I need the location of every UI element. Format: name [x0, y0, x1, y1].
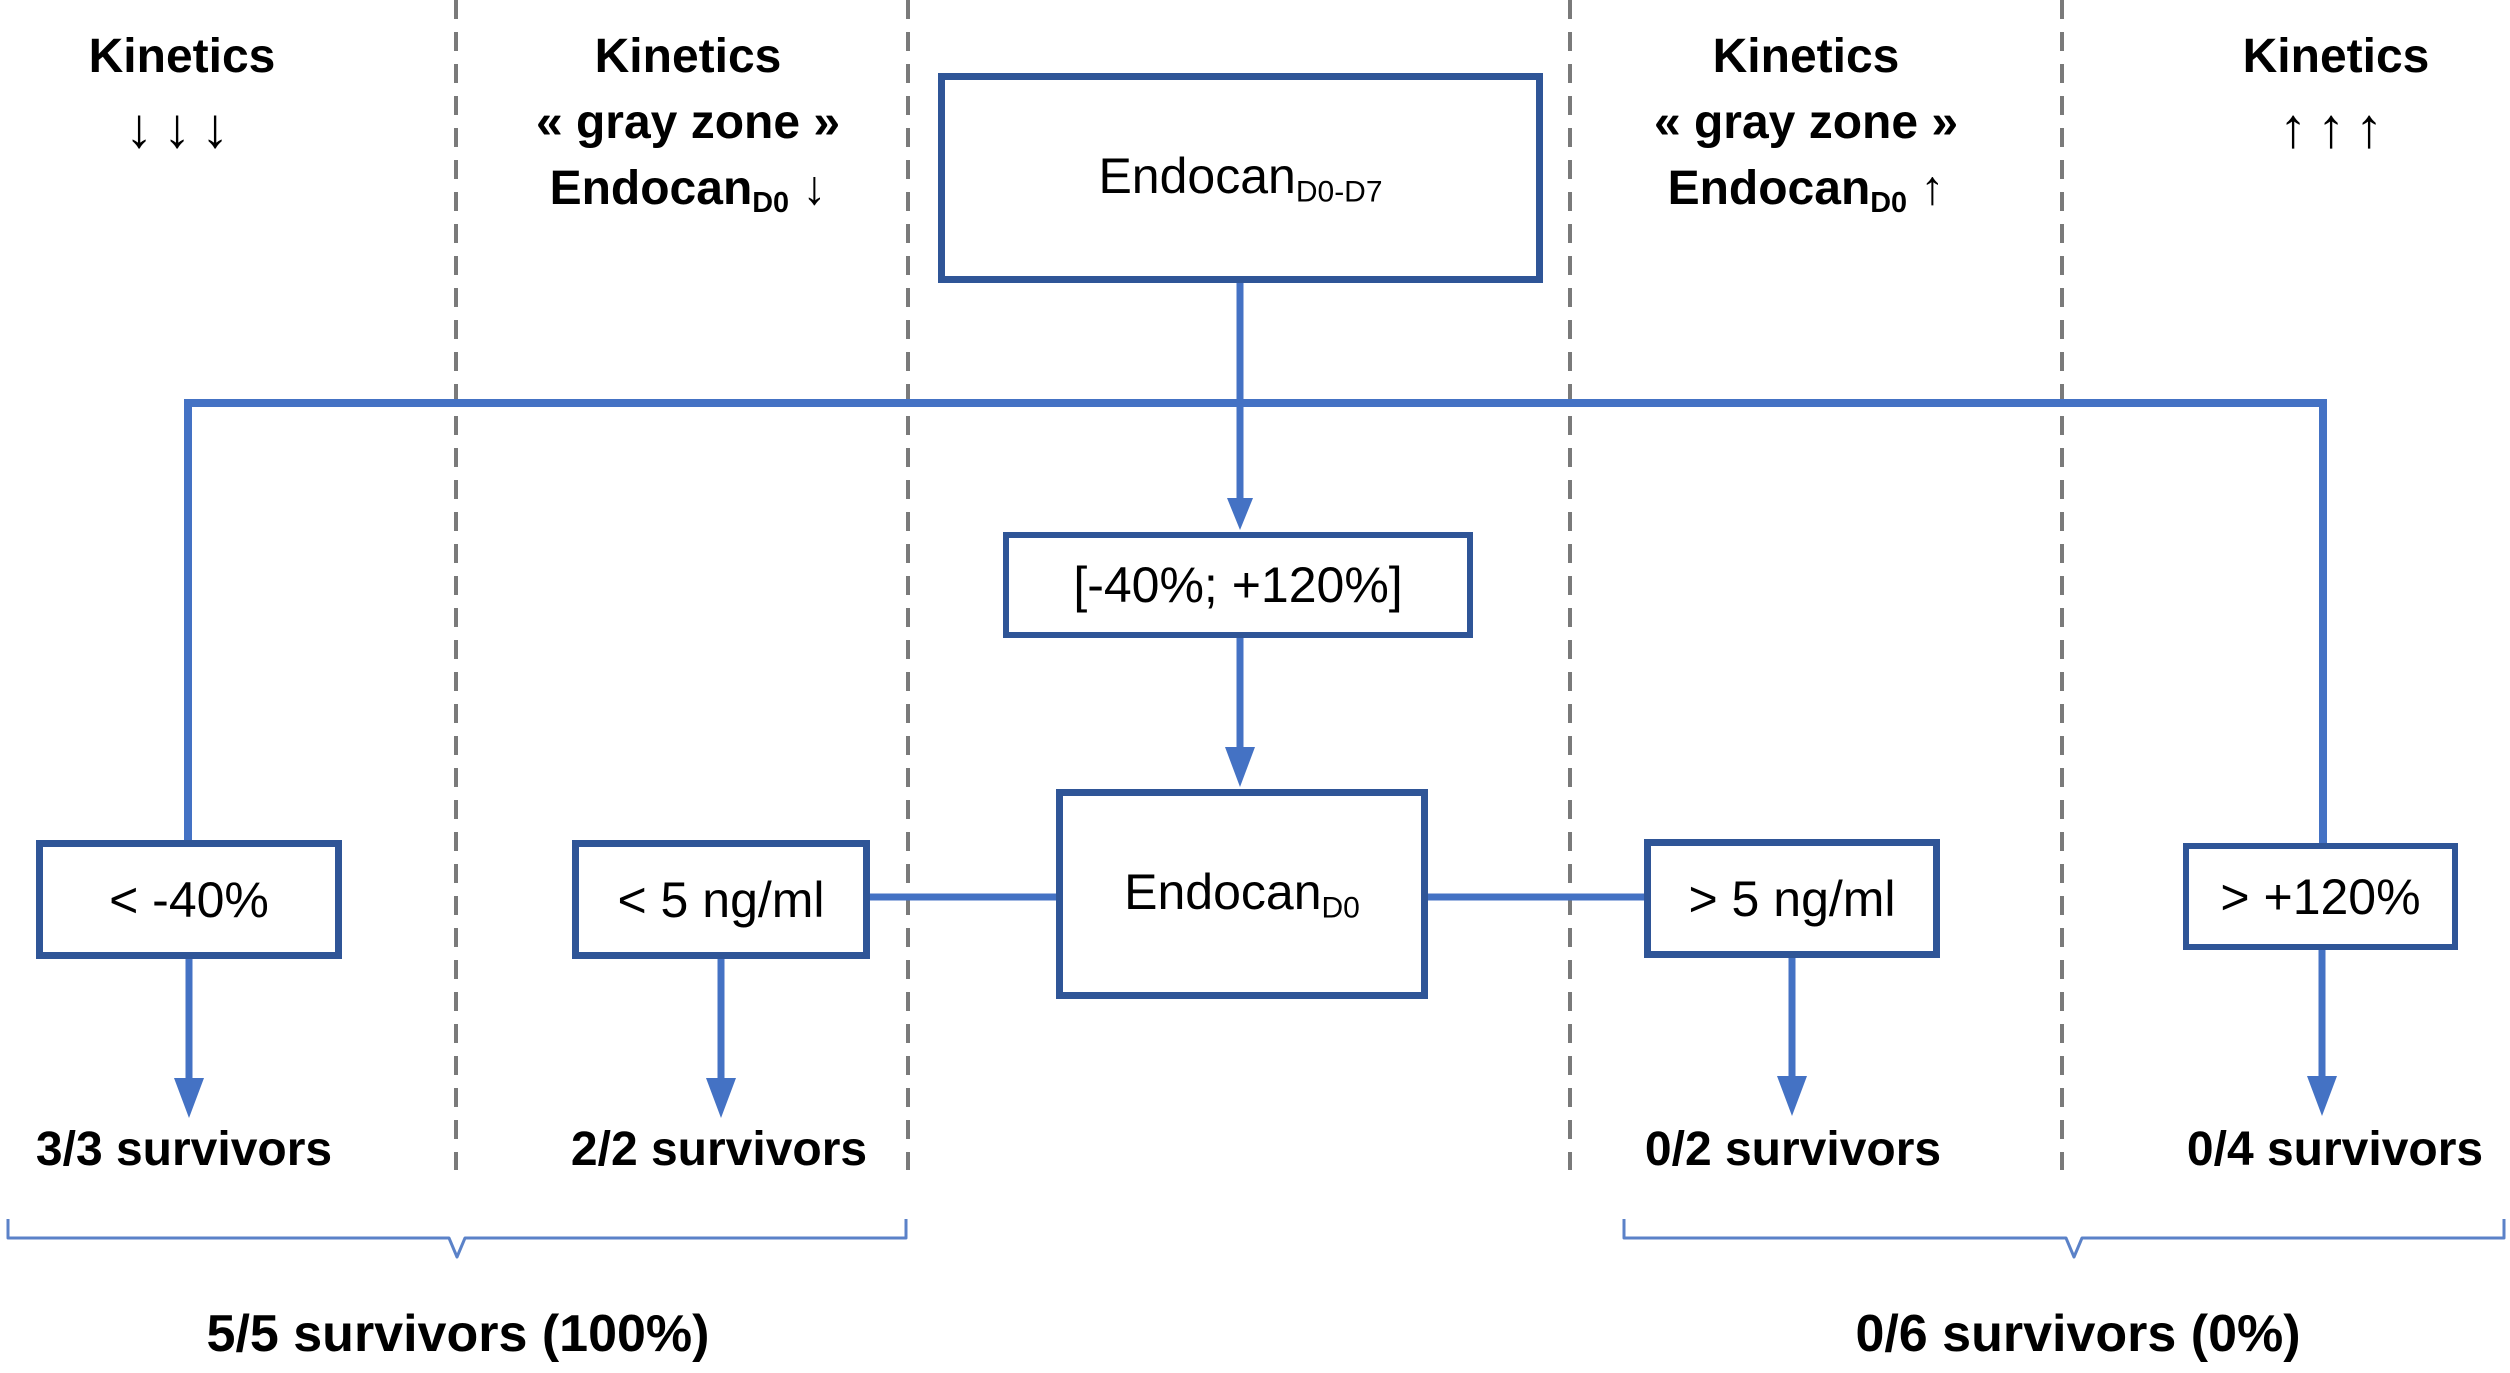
outcome-label-2: 2/2 survivors: [570, 1123, 868, 1176]
header-grayzone-high-baseline: Kinetics « gray zone » EndocanD0 ↑: [1566, 24, 2046, 236]
outcome-arrow-4-head: [2307, 1076, 2337, 1116]
header-2-line3: EndocanD0 ↓: [549, 162, 827, 220]
branch-box-4-label: > +120%: [2220, 868, 2421, 925]
left-group-brace: [6, 1219, 908, 1259]
right-group-brace: [1622, 1219, 2506, 1259]
root-box-label: EndocanD0-D7: [1098, 147, 1383, 209]
total-survivors-right: 0/6 survivors (0%): [1855, 1305, 2301, 1363]
header-kinetics-strong-increase: Kinetics ↑↑↑: [2096, 24, 2510, 158]
branch-box-baseline-below-5: < 5 ng/ml: [572, 840, 870, 959]
down-arrows-icon: ↓↓↓: [125, 96, 239, 159]
branch-box-2-label: < 5 ng/ml: [617, 871, 825, 928]
header-1-line1: Kinetics: [88, 30, 276, 83]
total-survivors-left: 5/5 survivors (100%): [206, 1305, 710, 1363]
header-2-line1: Kinetics: [594, 30, 782, 83]
outcome-arrow-2-head: [706, 1078, 736, 1118]
subscript-d0: D0: [1870, 187, 1908, 220]
header-3-line3: EndocanD0 ↑: [1667, 162, 1945, 220]
range-box-label: [-40%; +120%]: [1073, 557, 1403, 613]
d0-box-label: EndocanD0: [1124, 863, 1360, 925]
subscript-d0: D0: [752, 187, 790, 220]
down-arrow-icon: ↓: [802, 162, 827, 215]
header-grayzone-low-baseline: Kinetics « gray zone » EndocanD0 ↓: [448, 24, 928, 236]
arrowhead-to-d0-box: [1225, 747, 1255, 787]
subscript-d0: D0: [1321, 891, 1360, 925]
up-arrow-icon: ↑: [1920, 162, 1945, 215]
outcome-label-4: 0/4 survivors: [2186, 1123, 2484, 1176]
branch-box-3-label: > 5 ng/ml: [1688, 870, 1896, 927]
branch-box-1-label: < -40%: [109, 871, 269, 928]
up-arrows-icon: ↑↑↑: [2279, 96, 2393, 159]
header-2-line2: « gray zone »: [535, 96, 841, 149]
header-kinetics-strong-decrease: Kinetics ↓↓↓: [0, 24, 422, 158]
header-3-line1: Kinetics: [1712, 30, 1900, 83]
distribution-rail: [184, 399, 2327, 847]
outcome-arrow-1-head: [174, 1078, 204, 1118]
range-box: [-40%; +120%]: [1003, 532, 1473, 638]
header-4-line1: Kinetics: [2242, 30, 2430, 83]
arrowhead-to-range-box: [1227, 498, 1253, 530]
d0-box-endocan-d0: EndocanD0: [1056, 789, 1428, 999]
header-3-line2: « gray zone »: [1653, 96, 1959, 149]
branch-box-kinetics-above-plus120: > +120%: [2183, 843, 2458, 950]
subscript-d0-d7: D0-D7: [1295, 175, 1383, 209]
branch-box-kinetics-below-minus40: < -40%: [36, 840, 342, 959]
root-box-endocan-d0-d7: EndocanD0-D7: [938, 73, 1543, 283]
outcome-label-1: 3/3 survivors: [35, 1123, 333, 1176]
outcome-label-3: 0/2 survivors: [1644, 1123, 1942, 1176]
branch-box-baseline-above-5: > 5 ng/ml: [1644, 839, 1940, 958]
outcome-arrow-3-head: [1777, 1076, 1807, 1116]
